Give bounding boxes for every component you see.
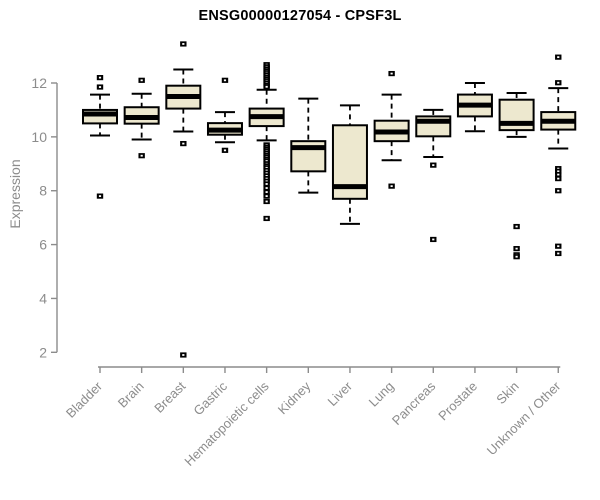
outlier-point-center <box>557 56 560 59</box>
outlier-point-center <box>557 189 560 192</box>
outlier-point-center <box>265 166 268 169</box>
outlier-point-center <box>557 177 560 180</box>
x-tick-label: Pancreas <box>389 378 439 428</box>
outlier-point-center <box>557 245 560 248</box>
outlier-point-center <box>223 79 227 82</box>
outlier-point-center <box>557 170 560 173</box>
x-tick-label: Unknown / Other <box>484 378 564 458</box>
x-tick-label: Liver <box>325 378 356 409</box>
outlier-point-center <box>265 177 268 180</box>
x-tick-label: Brain <box>115 379 147 411</box>
outlier-point-center <box>557 173 560 176</box>
outlier-point-center <box>515 225 518 228</box>
outlier-point-center <box>140 79 143 82</box>
outlier-point-center <box>223 149 227 152</box>
x-tick-label: Prostate <box>435 379 480 424</box>
outlier-point-center <box>390 72 393 75</box>
outlier-point-center <box>557 252 560 255</box>
outlier-point-center <box>432 164 435 167</box>
y-tick-label: 2 <box>39 344 47 360</box>
outlier-point-center <box>265 200 268 203</box>
outlier-point-center <box>265 169 268 172</box>
outlier-point-center <box>515 247 518 250</box>
outlier-point-center <box>515 255 518 258</box>
x-tick-label: Lung <box>366 379 397 410</box>
outlier-point-center <box>98 76 102 79</box>
chart-title: ENSG00000127054 - CPSF3L <box>198 8 402 24</box>
outlier-point-center <box>98 86 102 88</box>
y-tick-label: 4 <box>39 290 47 306</box>
x-tick-label: Gastric <box>190 378 230 418</box>
outlier-point-center <box>265 85 268 88</box>
outlier-point-center <box>182 43 185 45</box>
outlier-point-center <box>98 195 102 198</box>
outlier-point-center <box>265 175 268 177</box>
x-tick-label: Skin <box>493 379 521 407</box>
outlier-point-center <box>182 142 185 145</box>
outlier-point-center <box>265 180 268 183</box>
outlier-point-center <box>265 183 268 185</box>
y-tick-label: 12 <box>31 75 47 91</box>
y-tick-label: 8 <box>39 183 47 199</box>
y-tick-label: 6 <box>39 237 47 253</box>
outlier-point-center <box>265 160 268 162</box>
x-tick-label: Breast <box>151 378 188 415</box>
x-tick-label: Bladder <box>63 378 106 421</box>
outlier-point-center <box>557 167 560 170</box>
outlier-point-center <box>182 354 185 356</box>
outlier-point-center <box>265 191 268 193</box>
y-tick-label: 10 <box>31 129 47 145</box>
outlier-point-center <box>265 195 268 198</box>
outlier-point-center <box>265 217 268 220</box>
outlier-point-center <box>557 81 560 84</box>
x-tick-label: Kidney <box>275 378 314 417</box>
outlier-point-center <box>265 172 268 175</box>
outlier-point-center <box>432 238 435 241</box>
outlier-point-center <box>390 185 393 188</box>
outlier-point-center <box>265 187 268 189</box>
outlier-point-center <box>140 154 143 157</box>
